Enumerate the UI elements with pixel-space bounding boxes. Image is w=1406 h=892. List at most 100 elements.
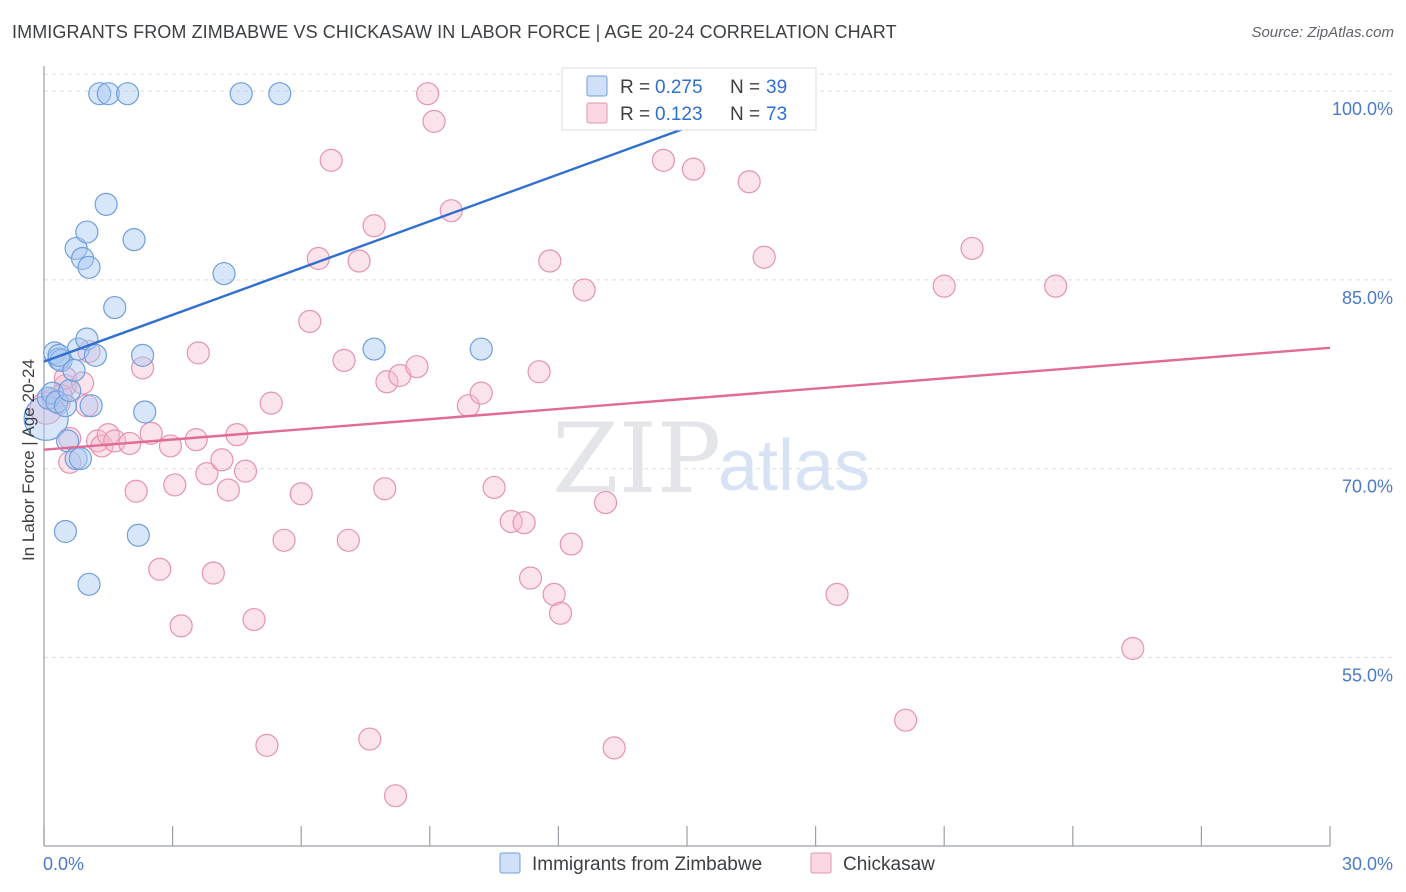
- chickasaw-point: [358, 727, 382, 751]
- chickasaw-point: [332, 348, 356, 372]
- chickasaw-point: [416, 82, 440, 106]
- bottom-legend-label-zimbabwe: Immigrants from Zimbabwe: [532, 854, 762, 875]
- watermark-zip: ZIP: [552, 403, 721, 515]
- chickasaw-point: [825, 582, 849, 606]
- chickasaw-point: [148, 557, 172, 581]
- chickasaw-point: [405, 355, 429, 379]
- chickasaw-point: [184, 428, 208, 452]
- y-tick-label: 70.0%: [1342, 477, 1393, 497]
- chickasaw-point: [186, 341, 210, 365]
- zimbabwe-point: [53, 394, 78, 418]
- chickasaw-point: [1044, 274, 1068, 298]
- zimbabwe-point: [88, 82, 112, 106]
- chickasaw-point: [681, 157, 706, 181]
- legend-r-value-zimbabwe: 0.275: [655, 77, 703, 98]
- zimbabwe-point: [75, 220, 99, 244]
- legend-n-label-zimbabwe: N =: [730, 77, 760, 98]
- zimbabwe-point: [77, 572, 101, 596]
- bottom-legend-label-chickasaw: Chickasaw: [843, 854, 935, 875]
- chickasaw-point: [960, 236, 984, 261]
- chickasaw-point: [298, 309, 322, 333]
- chickasaw-point: [70, 371, 95, 395]
- y-tick-labels: 55.0% 70.0% 85.0% 100.0%: [1332, 99, 1393, 685]
- chart-title: IMMIGRANTS FROM ZIMBABWE VS CHICKASAW IN…: [12, 22, 897, 42]
- x-tick-label-max: 30.0%: [1342, 854, 1393, 874]
- chickasaw-point: [548, 601, 573, 625]
- legend-r-label-zimbabwe: R =: [620, 77, 650, 98]
- zimbabwe-point: [96, 82, 120, 106]
- x-tick-label-min: 0.0%: [43, 854, 84, 874]
- chickasaw-point: [124, 479, 148, 503]
- chickasaw-point: [469, 381, 493, 405]
- chickasaw-point: [319, 148, 343, 172]
- legend-n-label-chickasaw: N =: [730, 104, 760, 125]
- chickasaw-point: [201, 561, 225, 585]
- chickasaw-point: [894, 708, 918, 732]
- legend-swatch-chickasaw: [586, 102, 608, 124]
- chickasaw-point: [336, 528, 360, 552]
- chickasaw-point: [518, 566, 543, 590]
- chickasaw-point: [538, 249, 562, 273]
- zimbabwe-point: [229, 82, 253, 106]
- zimbabwe-point: [115, 82, 140, 106]
- chickasaw-point: [139, 421, 163, 445]
- chickasaw-point: [195, 462, 219, 486]
- zimbabwe-trend-line: [43, 120, 705, 363]
- grid-lines: [44, 73, 1393, 658]
- zimbabwe-points: [23, 82, 592, 596]
- bottom-legend-swatch-zimbabwe: [499, 852, 521, 874]
- zimbabwe-point: [469, 337, 493, 361]
- chickasaw-point: [651, 148, 676, 172]
- chickasaw-point: [347, 249, 371, 273]
- chickasaw-point: [362, 214, 386, 238]
- chickasaw-point: [737, 170, 761, 194]
- chickasaw-point: [375, 370, 399, 394]
- chart-source: Source: ZipAtlas.com: [1251, 24, 1394, 41]
- zimbabwe-point: [23, 395, 69, 441]
- chickasaw-point: [130, 356, 155, 380]
- zimbabwe-point: [122, 228, 146, 252]
- zimbabwe-point: [58, 378, 82, 403]
- zimbabwe-point: [103, 295, 127, 320]
- legend-r-value-chickasaw: 0.123: [655, 104, 703, 125]
- chickasaw-point: [163, 473, 187, 497]
- chickasaw-point: [422, 109, 446, 133]
- zimbabwe-point: [77, 255, 101, 279]
- watermark-atlas: atlas: [718, 426, 870, 506]
- trend-lines: [43, 120, 1331, 451]
- chickasaw-point: [542, 582, 566, 606]
- watermark: ZIP atlas: [552, 403, 870, 515]
- chickasaw-point: [289, 482, 313, 506]
- chickasaw-point: [499, 509, 523, 534]
- zimbabwe-point: [362, 337, 386, 361]
- legend-swatch-zimbabwe: [586, 75, 608, 97]
- legend-n-value-chickasaw: 73: [766, 104, 787, 125]
- chickasaw-point: [512, 511, 536, 535]
- chickasaw-point: [602, 736, 626, 760]
- zimbabwe-point: [268, 82, 292, 106]
- chickasaw-point: [572, 278, 596, 302]
- chickasaw-point: [272, 528, 296, 552]
- legend: R = 0.275 N = 39 R = 0.123 N = 73: [561, 67, 817, 131]
- y-tick-label: 55.0%: [1342, 665, 1393, 685]
- chickasaw-point: [216, 478, 240, 502]
- chickasaw-point: [593, 490, 618, 515]
- chickasaw-point: [932, 274, 956, 298]
- zimbabwe-point: [79, 394, 103, 418]
- chickasaw-point: [242, 607, 266, 632]
- chickasaw-point: [482, 475, 506, 500]
- chickasaw-point: [559, 532, 583, 556]
- chickasaw-point: [210, 448, 234, 472]
- chickasaw-point: [169, 614, 193, 638]
- chickasaw-point: [233, 459, 258, 483]
- y-tick-label: 85.0%: [1342, 288, 1393, 308]
- chickasaw-point: [527, 360, 551, 384]
- chickasaw-point: [373, 477, 397, 501]
- zimbabwe-point: [130, 343, 155, 367]
- y-tick-label: 100.0%: [1332, 99, 1393, 119]
- bottom-legend: Immigrants from Zimbabwe Chickasaw: [499, 852, 935, 875]
- chickasaw-trend-line: [43, 346, 1331, 451]
- chickasaw-point: [752, 245, 776, 269]
- zimbabwe-point: [53, 519, 78, 544]
